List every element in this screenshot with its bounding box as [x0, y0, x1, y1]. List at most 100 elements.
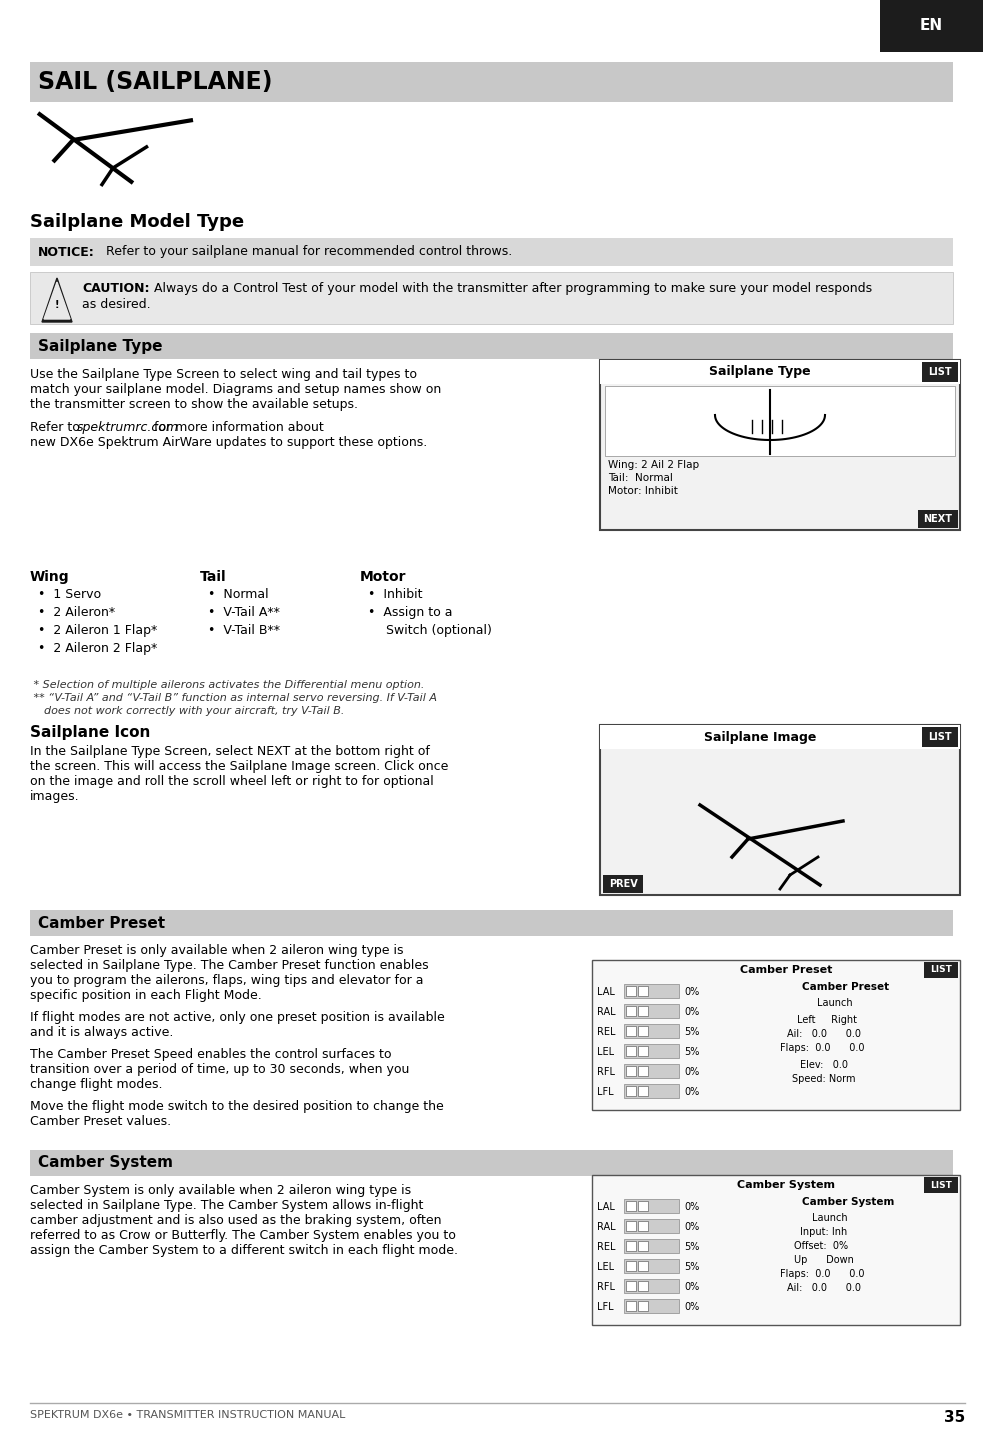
Text: LIST: LIST [928, 733, 952, 741]
Text: Left     Right: Left Right [797, 1014, 857, 1025]
Text: NOTICE:: NOTICE: [38, 246, 94, 259]
Bar [638, 1221, 648, 1231]
Text: Motor: Inhibit: Motor: Inhibit [608, 486, 678, 496]
Polygon shape [42, 277, 72, 322]
Bar [922, 363, 958, 381]
Text: Wing: Wing [30, 569, 70, 584]
Text: LAL: LAL [597, 987, 615, 997]
Text: Sailplane Model Type: Sailplane Model Type [30, 212, 244, 231]
Text: ** “V-Tail A” and “V-Tail B” function as internal servo reversing. If V-Tail A: ** “V-Tail A” and “V-Tail B” function as… [30, 694, 437, 704]
Text: 0%: 0% [684, 1066, 699, 1077]
Text: The Camber Preset Speed enables the control surfaces to: The Camber Preset Speed enables the cont… [30, 1048, 391, 1061]
Text: SAIL (SAILPLANE): SAIL (SAILPLANE) [38, 69, 272, 94]
Text: Launch: Launch [817, 998, 852, 1009]
Text: •  2 Aileron 1 Flap*: • 2 Aileron 1 Flap* [38, 624, 157, 637]
Text: selected in Sailplane Type. The Camber Preset function enables: selected in Sailplane Type. The Camber P… [30, 959, 429, 972]
Bar [918, 510, 958, 527]
Bar [624, 1043, 679, 1058]
Text: Camber System: Camber System [802, 1196, 895, 1207]
Bar [638, 1046, 648, 1056]
Text: Flaps:  0.0      0.0: Flaps: 0.0 0.0 [780, 1269, 864, 1279]
Text: on the image and roll the scroll wheel left or right to for optional: on the image and roll the scroll wheel l… [30, 775, 434, 788]
Text: •  Inhibit: • Inhibit [368, 588, 423, 601]
Bar [626, 1006, 636, 1016]
Text: LIST: LIST [930, 965, 952, 974]
Text: Camber Preset: Camber Preset [38, 916, 165, 931]
Bar [30, 62, 953, 103]
Bar [605, 386, 955, 457]
Text: images.: images. [30, 790, 80, 803]
Text: Move the flight mode switch to the desired position to change the: Move the flight mode switch to the desir… [30, 1100, 443, 1113]
Text: •  V-Tail A**: • V-Tail A** [208, 605, 280, 618]
Text: LFL: LFL [597, 1087, 613, 1097]
Polygon shape [44, 282, 70, 319]
Text: Tail: Tail [200, 569, 227, 584]
Text: LIST: LIST [928, 367, 952, 377]
Text: the transmitter screen to show the available setups.: the transmitter screen to show the avail… [30, 397, 358, 410]
Bar [30, 272, 953, 324]
Text: 35: 35 [944, 1410, 965, 1425]
Text: for more information about: for more information about [149, 420, 323, 433]
Text: Camber System is only available when 2 aileron wing type is: Camber System is only available when 2 a… [30, 1183, 411, 1196]
Text: Camber Preset: Camber Preset [802, 983, 890, 993]
Text: specific position in each Flight Mode.: specific position in each Flight Mode. [30, 988, 261, 1001]
Text: Sailplane Type: Sailplane Type [709, 366, 811, 379]
Bar [638, 1282, 648, 1290]
Text: Camber System: Camber System [737, 1181, 835, 1191]
Text: and it is always active.: and it is always active. [30, 1026, 173, 1039]
Bar [624, 1064, 679, 1078]
Bar [624, 1004, 679, 1017]
Bar [626, 1026, 636, 1036]
Bar [638, 1300, 648, 1311]
Text: Camber Preset values.: Camber Preset values. [30, 1116, 171, 1129]
Bar [600, 725, 960, 749]
Bar [626, 1282, 636, 1290]
Text: Elev:   0.0: Elev: 0.0 [800, 1061, 848, 1069]
Bar [638, 1026, 648, 1036]
Bar [638, 1241, 648, 1251]
Text: •  2 Aileron 2 Flap*: • 2 Aileron 2 Flap* [38, 642, 157, 655]
Bar [624, 984, 679, 998]
Text: •  Normal: • Normal [208, 588, 268, 601]
Bar [592, 959, 960, 1110]
Text: LEL: LEL [597, 1261, 614, 1272]
Text: EN: EN [919, 19, 943, 33]
Text: Camber System: Camber System [38, 1156, 173, 1170]
Bar [626, 1201, 636, 1211]
Text: Launch: Launch [812, 1212, 847, 1222]
Text: 5%: 5% [684, 1261, 699, 1272]
Text: referred to as Crow or Butterfly. The Camber System enables you to: referred to as Crow or Butterfly. The Ca… [30, 1230, 456, 1243]
Text: new DX6e Spektrum AirWare updates to support these options.: new DX6e Spektrum AirWare updates to sup… [30, 436, 428, 449]
Text: camber adjustment and is also used as the braking system, often: camber adjustment and is also used as th… [30, 1214, 441, 1227]
Text: 0%: 0% [684, 987, 699, 997]
Text: transition over a period of time, up to 30 seconds, when you: transition over a period of time, up to … [30, 1064, 409, 1077]
Text: In the Sailplane Type Screen, select NEXT at the bottom right of: In the Sailplane Type Screen, select NEX… [30, 746, 430, 759]
Bar [600, 360, 960, 384]
Bar [30, 910, 953, 936]
Text: Speed: Norm: Speed: Norm [792, 1074, 855, 1084]
Text: the screen. This will access the Sailplane Image screen. Click once: the screen. This will access the Sailpla… [30, 760, 448, 773]
Text: Always do a Control Test of your model with the transmitter after programming to: Always do a Control Test of your model w… [150, 282, 872, 295]
Text: RAL: RAL [597, 1222, 615, 1233]
Bar [624, 1279, 679, 1293]
Text: 0%: 0% [684, 1222, 699, 1233]
Bar [638, 1087, 648, 1095]
Text: Input: Inh: Input: Inh [800, 1227, 847, 1237]
Text: 0%: 0% [684, 1007, 699, 1017]
Bar [880, 0, 983, 52]
Text: •  V-Tail B**: • V-Tail B** [208, 624, 280, 637]
Text: Motor: Motor [360, 569, 407, 584]
Bar [624, 1199, 679, 1212]
Bar [624, 1238, 679, 1253]
Text: assign the Camber System to a different switch in each flight mode.: assign the Camber System to a different … [30, 1244, 458, 1257]
Text: Ail:   0.0      0.0: Ail: 0.0 0.0 [787, 1283, 861, 1293]
Bar [624, 1299, 679, 1314]
Text: as desired.: as desired. [82, 298, 150, 311]
Bar [603, 876, 643, 893]
Text: Ail:   0.0      0.0: Ail: 0.0 0.0 [787, 1029, 861, 1039]
Bar [626, 1066, 636, 1077]
Bar [624, 1084, 679, 1098]
Bar [626, 1300, 636, 1311]
Bar [626, 1046, 636, 1056]
Text: Refer to: Refer to [30, 420, 84, 433]
